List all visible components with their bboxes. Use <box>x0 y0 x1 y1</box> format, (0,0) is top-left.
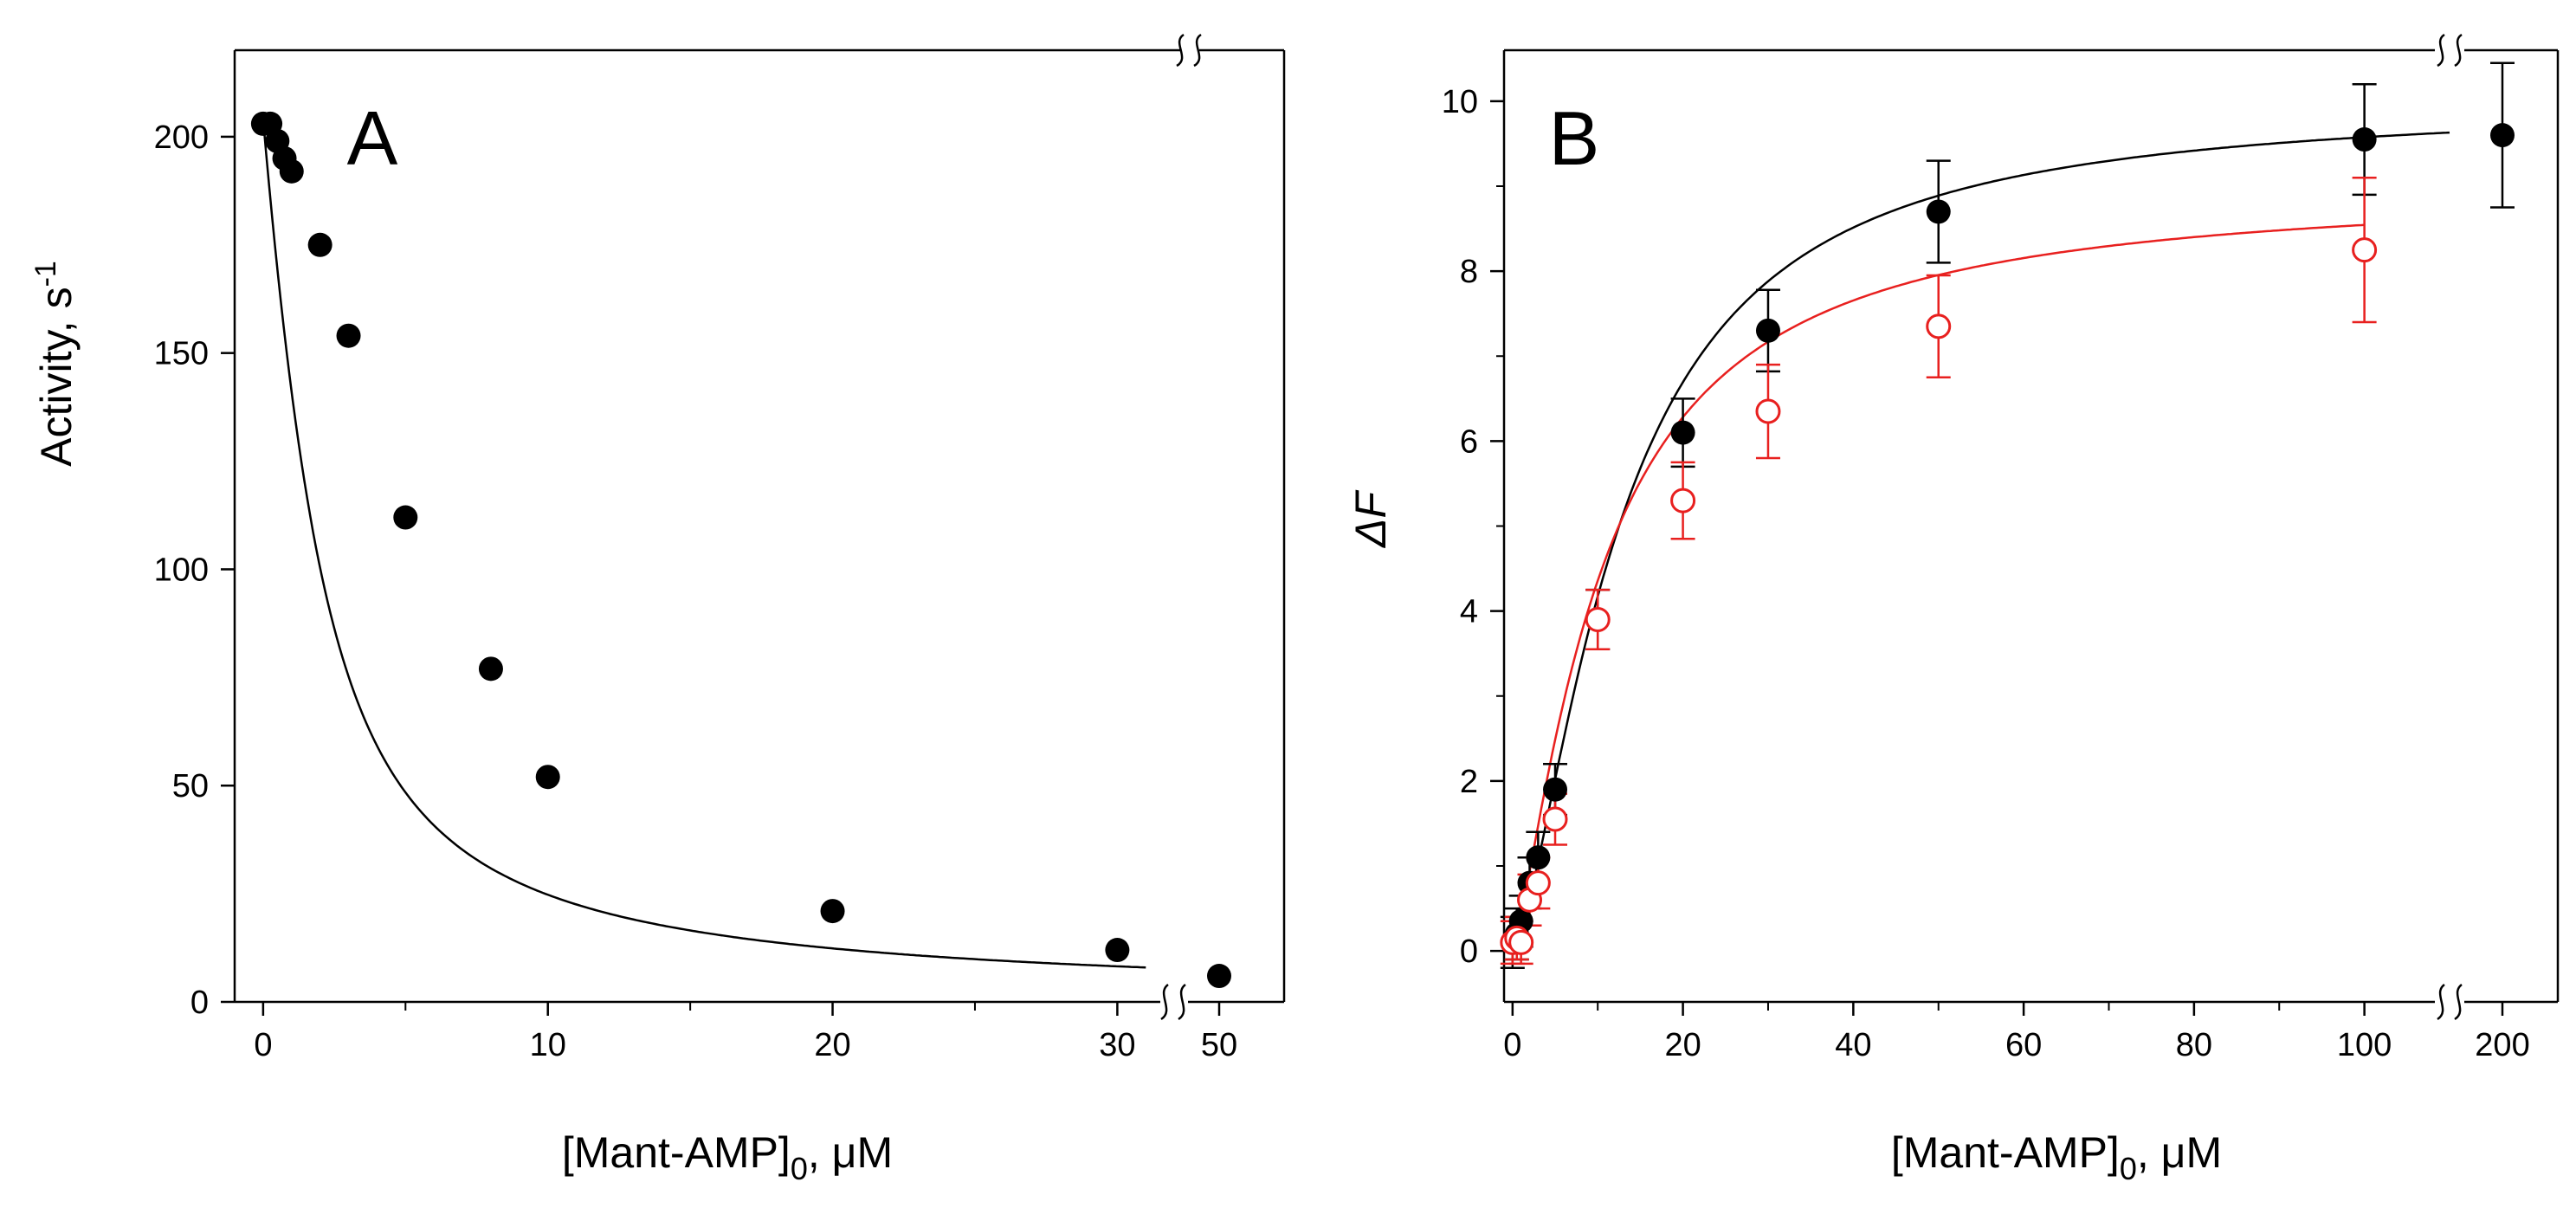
data-point <box>2352 237 2378 263</box>
x-tick-label: 80 <box>2176 1027 2212 1063</box>
fit-curve <box>261 119 1146 969</box>
x-tick-label: 20 <box>814 1027 850 1063</box>
axis-break-mark <box>1176 33 1185 68</box>
data-point <box>1670 420 1695 445</box>
data-point <box>1926 313 1952 339</box>
data-point <box>1525 870 1551 896</box>
y-tick-label: 200 <box>154 120 209 156</box>
x-tick-label: 20 <box>1664 1027 1701 1063</box>
x-tick-label: 40 <box>1835 1027 1871 1063</box>
x-tick-label: 60 <box>2005 1027 2042 1063</box>
y-tick-label: 100 <box>154 552 209 588</box>
axis-break-mark <box>1160 983 1169 1021</box>
data-point <box>478 656 503 682</box>
x-tick-label: 30 <box>1099 1027 1135 1063</box>
data-point <box>1543 777 1568 802</box>
data-point <box>1542 806 1568 832</box>
chart-panel-a: 0 50 100 150 200 0 10 20 30 50 A [Mant-AMP]0, μM Act… <box>29 33 1286 1186</box>
x-tick-label: 50 <box>1201 1027 1237 1063</box>
data-point <box>1585 606 1611 632</box>
y-axis-label: ΔF <box>1346 490 1395 549</box>
data-point <box>1926 199 1951 224</box>
y-axis-label: Activity, s-1 <box>29 261 81 467</box>
data-point <box>535 765 560 790</box>
data-point <box>393 505 418 530</box>
y-tick-label: 2 <box>1460 764 1478 800</box>
x-axis-label: [Mant-AMP]0, μM <box>562 1128 893 1186</box>
x-tick-label: 10 <box>530 1027 566 1063</box>
x-tick-label: 0 <box>254 1027 272 1063</box>
data-point <box>307 232 332 257</box>
axis-break-mark <box>1178 983 1186 1021</box>
axis-break-mark <box>1193 33 1202 68</box>
panel-label: A <box>347 95 398 181</box>
data-point <box>1755 398 1781 424</box>
data-point <box>2352 127 2377 152</box>
data-point <box>1105 938 1130 963</box>
x-tick-label: 100 <box>2337 1027 2392 1063</box>
x-tick-label: 200 <box>2475 1027 2529 1063</box>
x-axis-label: [Mant-AMP]0, μM <box>1891 1128 2222 1186</box>
fit-curve <box>1511 131 2450 952</box>
y-tick-label: 50 <box>172 768 209 804</box>
y-tick-label: 0 <box>1460 933 1478 970</box>
axis-break-mark <box>2437 33 2445 68</box>
data-point <box>1755 318 1780 343</box>
axis-break-mark <box>2454 33 2463 68</box>
data-point <box>1670 488 1696 514</box>
y-tick-label: 6 <box>1460 423 1478 460</box>
data-point <box>1207 964 1231 989</box>
data-point <box>1508 929 1534 955</box>
axis-break-mark <box>2437 983 2445 1021</box>
y-tick-label: 10 <box>1442 84 1478 120</box>
data-point <box>1526 845 1551 870</box>
y-tick-label: 0 <box>190 985 209 1021</box>
y-tick-label: 8 <box>1460 254 1478 290</box>
data-point <box>336 323 361 348</box>
y-tick-label: 4 <box>1460 594 1478 630</box>
data-point <box>2490 123 2515 148</box>
y-tick-label: 150 <box>154 336 209 372</box>
data-point <box>820 899 845 924</box>
axis-break-mark <box>2454 983 2463 1021</box>
x-tick-label: 0 <box>1503 1027 1521 1063</box>
panel-label: B <box>1549 95 1600 181</box>
data-point <box>279 158 304 184</box>
